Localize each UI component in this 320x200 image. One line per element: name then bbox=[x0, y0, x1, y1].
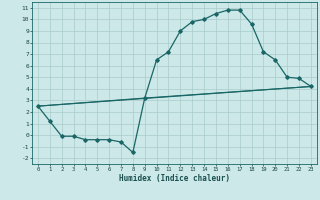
X-axis label: Humidex (Indice chaleur): Humidex (Indice chaleur) bbox=[119, 174, 230, 183]
